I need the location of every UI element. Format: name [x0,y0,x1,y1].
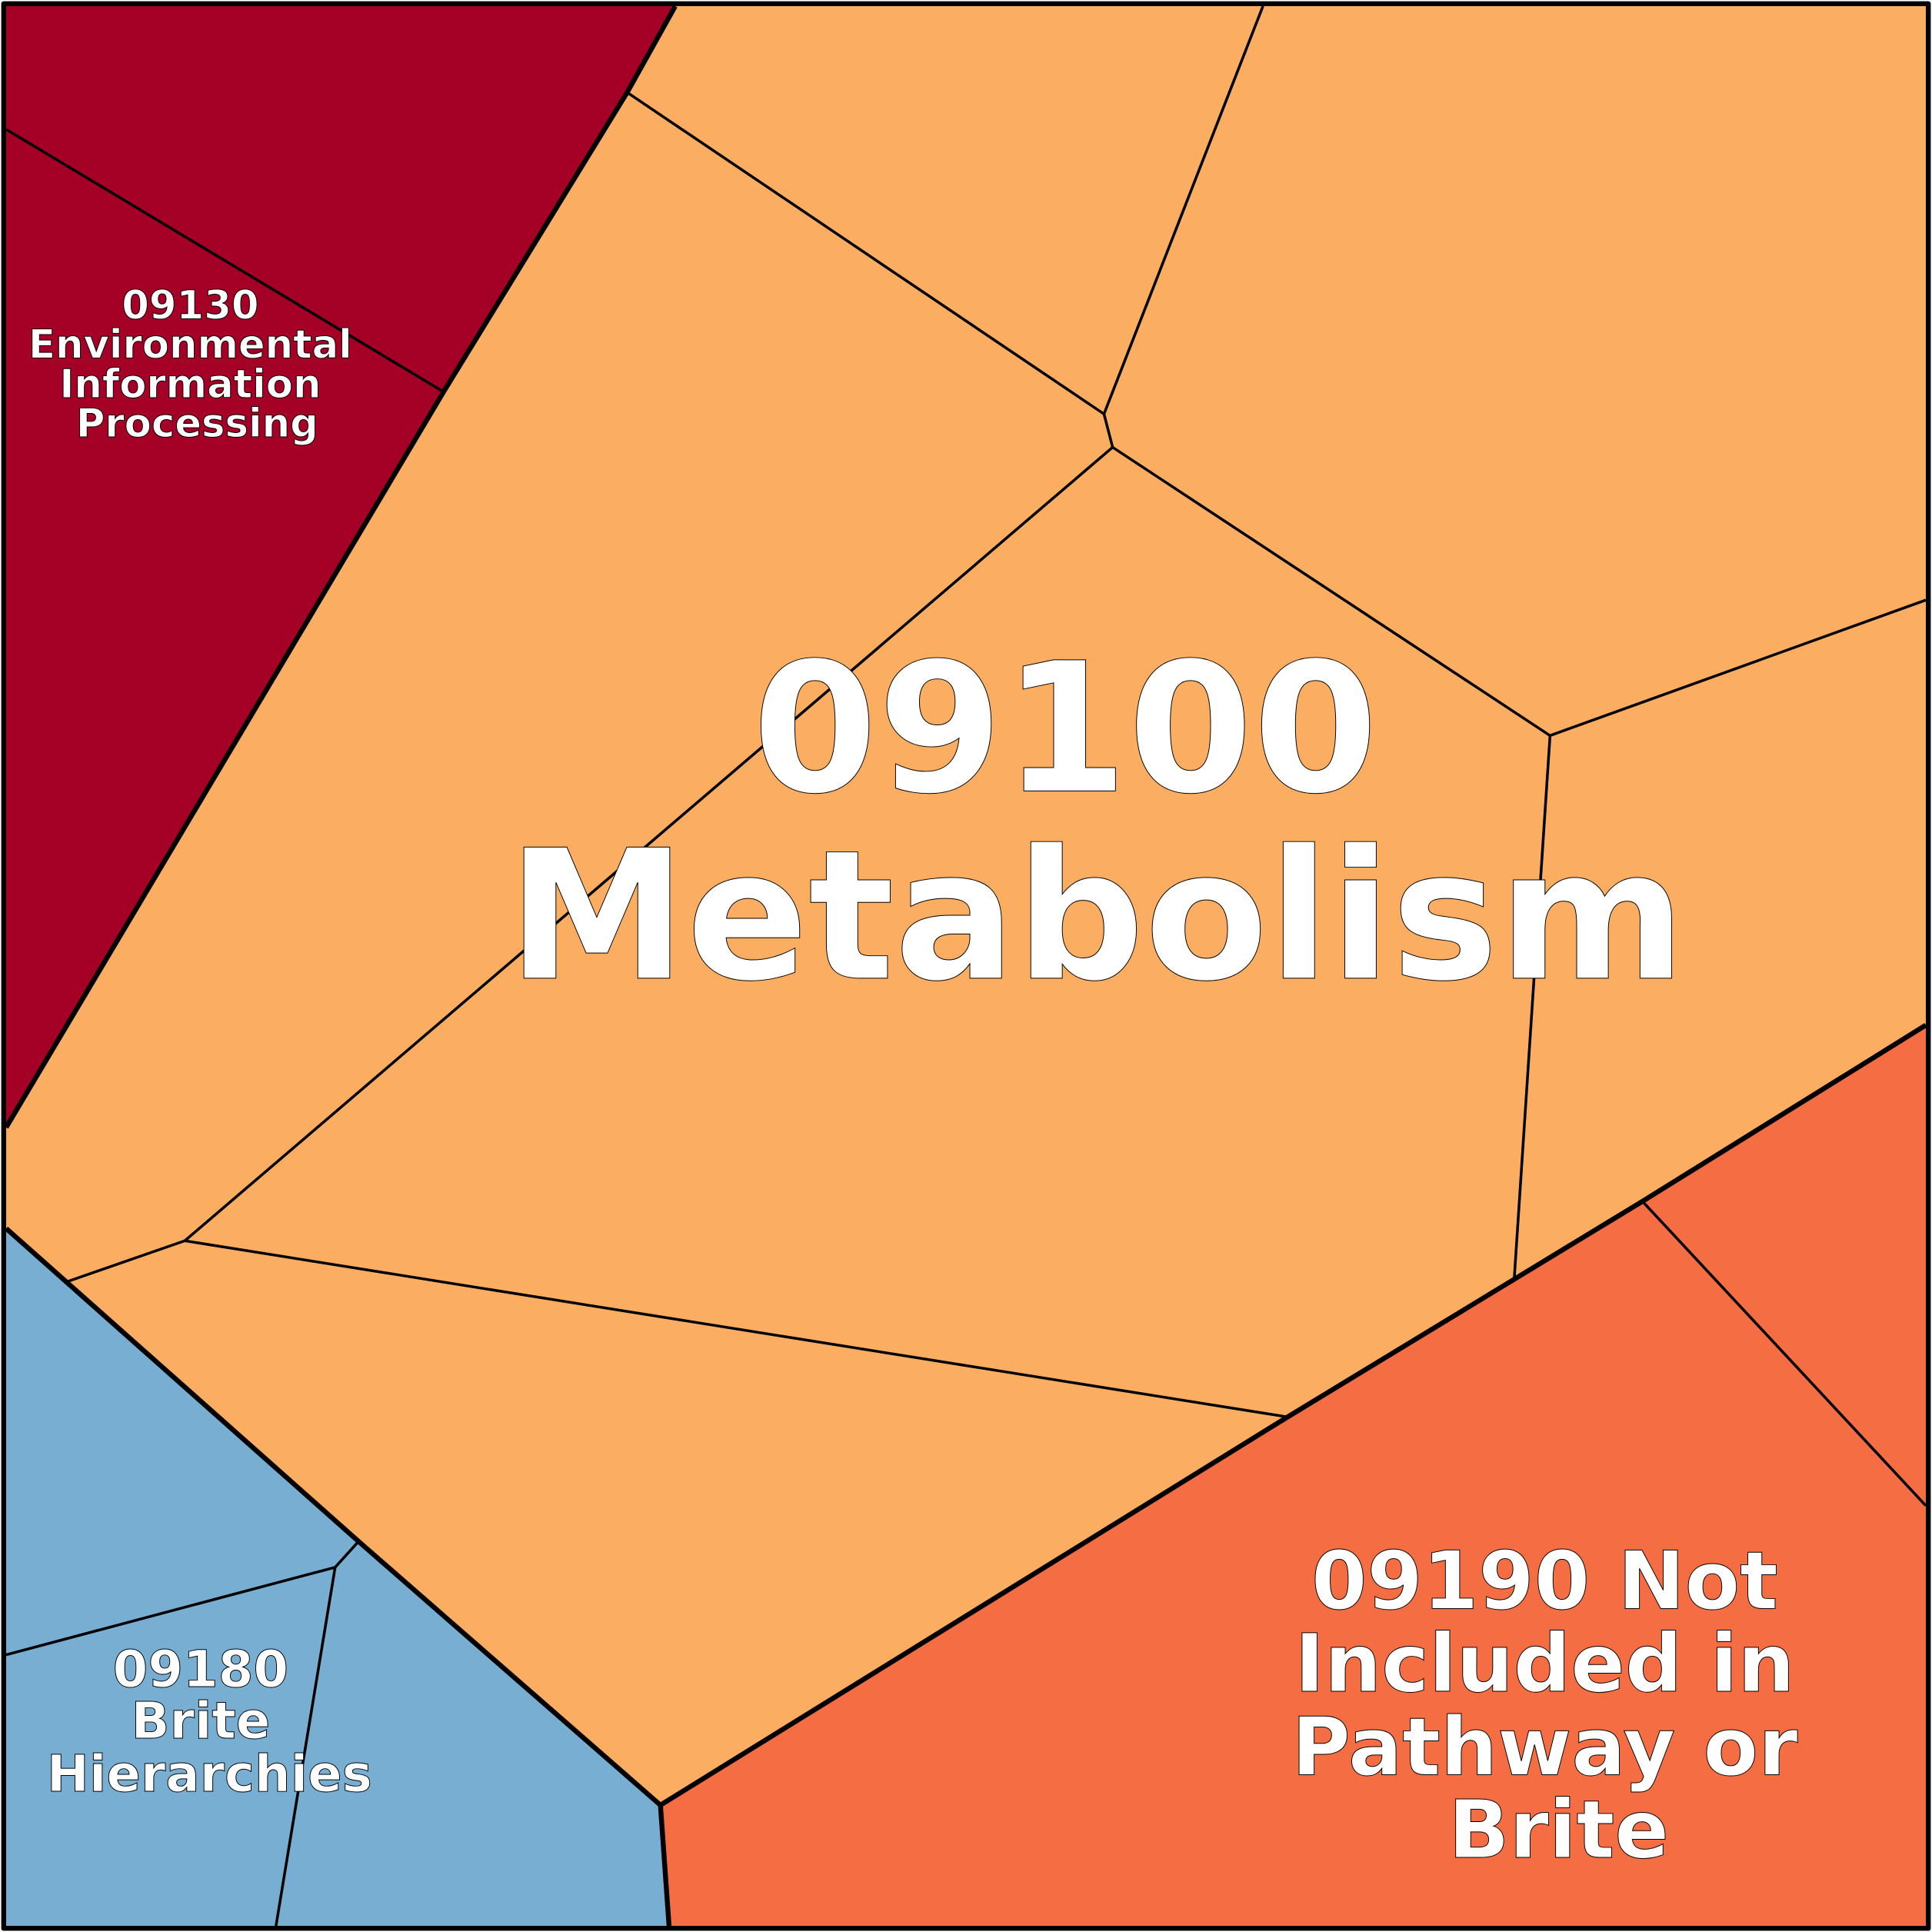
inner-borders [5,5,1927,1927]
label-line: 09100 [752,625,1378,834]
group-border [659,1023,1927,1807]
label-line: Included in [1294,1617,1794,1710]
region-label: 09130 Environmental Information Processi… [28,282,366,447]
label-line: 09190 Not [1311,1534,1778,1627]
region-not-included [660,1024,1926,1926]
region-label: 09190 Not Included in Pathway or Brite [1291,1534,1825,1877]
label-line: Brite [1448,1783,1669,1877]
cell-border [1102,5,1264,415]
cell-border [185,1239,1288,1419]
region-metabolism [6,6,1926,1805]
region-label: 09180 Brite Hierarchies [47,1641,372,1804]
cell-border [1111,446,1551,737]
label-line: Metabolism [508,812,1686,1021]
label-line: Information [59,361,321,408]
cell-border [275,1567,337,1927]
cell-border [5,128,445,393]
label-line: Hierarchies [47,1745,372,1804]
label-line: Environmental [28,322,352,368]
label-line: Pathway or [1291,1700,1798,1794]
region-label: 09100 Metabolism [508,625,1686,1021]
region-brite [6,1228,669,1926]
cell-border [1641,1200,1927,1507]
label-line: Processing [76,401,318,447]
label-line: 09130 [122,282,258,328]
cell-border [626,91,1105,415]
cells [6,6,1926,1926]
label-line: 09180 [113,1641,288,1699]
cell-border [1513,735,1552,1278]
label-line: Brite [131,1692,270,1750]
group-border [4,1226,672,1927]
group-border [4,5,678,1129]
cell-border [1549,598,1927,738]
cell-border [184,446,1114,1242]
cell-border [1102,413,1114,448]
cell-border [67,1239,185,1283]
